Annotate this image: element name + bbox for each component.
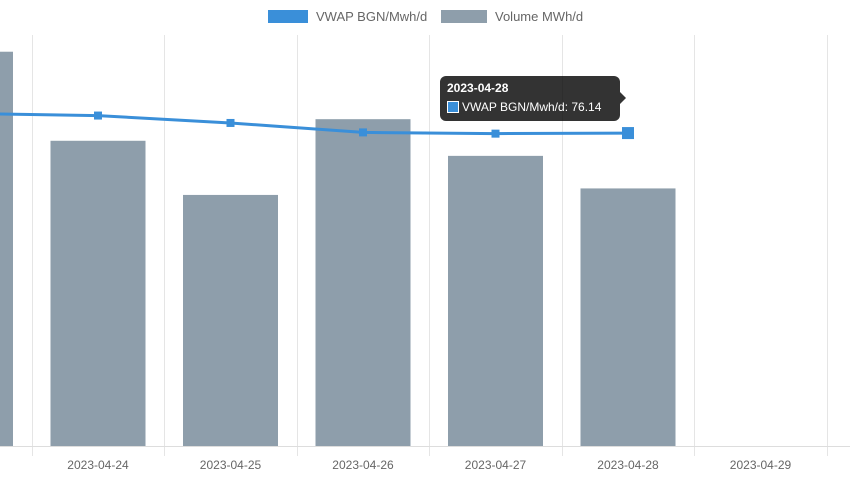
x-tick-label: 2023-04-27 — [465, 458, 527, 472]
tooltip-value-label: VWAP BGN/Mwh/d: 76.14 — [462, 100, 602, 114]
vwap-line — [0, 112, 629, 136]
vwap-point[interactable] — [359, 128, 367, 137]
volume-bar[interactable] — [448, 155, 543, 446]
x-tick-label: 2023-04-29 — [730, 458, 792, 472]
volume-bar[interactable] — [50, 140, 146, 446]
x-tick-label: 2023-04-25 — [200, 458, 262, 472]
x-tick-label: 2023-04-26 — [332, 458, 394, 472]
tooltip-caret — [620, 92, 626, 104]
vwap-point[interactable] — [622, 127, 634, 140]
volume-bars — [0, 51, 676, 447]
vwap-point[interactable] — [94, 111, 102, 120]
tooltip-title: 2023-04-28 — [447, 81, 509, 95]
x-tick-label: 2023-04-28 — [597, 458, 659, 472]
tooltip-color-swatch — [447, 101, 459, 113]
chart-tooltip: 2023-04-28 VWAP BGN/Mwh/d: 76.14 — [440, 76, 626, 121]
vwap-point[interactable] — [491, 129, 500, 138]
vwap-line-series — [0, 111, 634, 140]
x-axis-ticks: 2023-04-24 2023-04-25 2023-04-26 2023-04-27… — [67, 458, 791, 472]
legend-swatch-vwap[interactable] — [268, 10, 308, 23]
volume-bar[interactable] — [315, 119, 411, 447]
tooltip-row: VWAP BGN/Mwh/d: 76.14 — [447, 99, 613, 115]
legend-label-volume[interactable]: Volume MWh/d — [495, 9, 583, 24]
volume-bar[interactable] — [580, 188, 676, 446]
volume-bar[interactable] — [0, 51, 13, 447]
chart-legend[interactable]: VWAP BGN/Mwh/d Volume MWh/d — [268, 9, 583, 24]
vwap-point[interactable] — [226, 118, 235, 127]
volume-bar[interactable] — [183, 194, 278, 446]
legend-label-vwap[interactable]: VWAP BGN/Mwh/d — [316, 9, 427, 24]
x-tick-label: 2023-04-24 — [67, 458, 129, 472]
legend-swatch-volume[interactable] — [441, 10, 487, 23]
